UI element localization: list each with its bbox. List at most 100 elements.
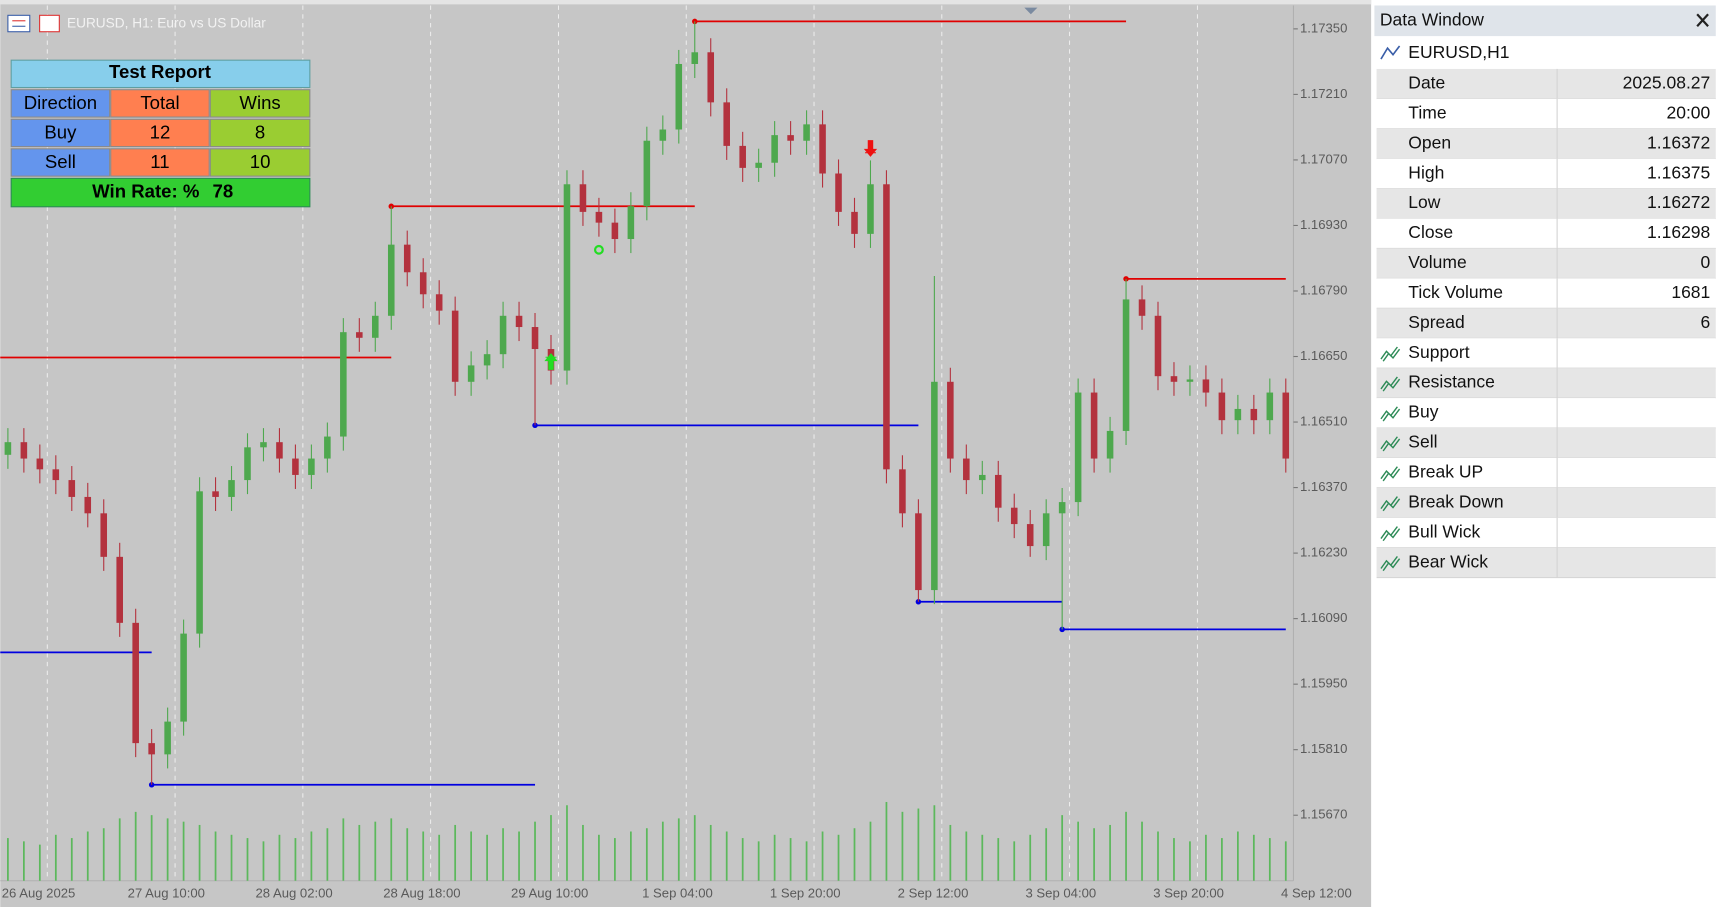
data-value: 0: [1701, 252, 1711, 272]
data-row: [1376, 248, 1716, 279]
candle-body: [1154, 315, 1162, 377]
y-tick-label: 1.15670: [1300, 807, 1347, 822]
candle-body: [899, 469, 906, 514]
data-row: [1376, 457, 1716, 488]
indicator-icon: [1380, 346, 1401, 362]
candles: [4, 21, 1290, 785]
candle-body: [100, 513, 108, 557]
data-window-title: Data Window: [1380, 9, 1484, 29]
candle-body: [292, 458, 299, 475]
data-row: [1376, 218, 1716, 249]
buy-arrow: [544, 353, 558, 370]
data-row: [1376, 308, 1716, 339]
data-row: [1376, 68, 1716, 99]
report-cell: [209, 148, 311, 177]
candle-body: [1090, 392, 1098, 459]
data-row: [1376, 398, 1716, 429]
candle-body: [1202, 379, 1210, 393]
data-row: [1376, 547, 1716, 578]
candle-body: [308, 458, 315, 475]
x-tick-label: 2 Sep 12:00: [898, 885, 969, 900]
candle-body: [132, 622, 139, 744]
data-row: [1376, 517, 1716, 548]
candle-body: [116, 556, 123, 623]
data-label: Time: [1408, 102, 1446, 122]
y-tick-label: 1.15810: [1300, 741, 1347, 756]
y-tick-label: 1.16510: [1300, 414, 1347, 429]
candle-body: [803, 124, 810, 141]
indicator-icon: [1380, 556, 1401, 572]
candle-body: [419, 272, 427, 295]
shift-marker[interactable]: [1024, 7, 1038, 15]
report-cell: [10, 89, 111, 118]
indicator-name: Bear Wick: [1408, 551, 1488, 571]
candle-body: [499, 315, 507, 355]
data-row: [1376, 278, 1716, 309]
candle-body: [1058, 502, 1066, 514]
sell-arrow: [863, 140, 878, 157]
data-window-header: [1374, 5, 1716, 37]
data-value: 1.16298: [1647, 222, 1710, 242]
candle-body: [1250, 408, 1258, 421]
data-label: High: [1408, 162, 1444, 182]
data-label: Close: [1408, 222, 1453, 242]
menu-icon[interactable]: [7, 14, 31, 33]
x-tick-label: 28 Aug 02:00: [255, 885, 332, 900]
candle-body: [260, 442, 267, 448]
candle-body: [324, 436, 331, 459]
candle-body: [931, 381, 938, 591]
candle-body: [755, 162, 762, 168]
report-cell: [209, 118, 311, 148]
data-value: 1.16375: [1647, 162, 1710, 182]
candle-body: [356, 332, 363, 338]
candle-body: [212, 491, 219, 497]
candle-body: [675, 63, 683, 130]
data-label: Spread: [1408, 312, 1464, 332]
data-value: 2025.08.27: [1623, 73, 1711, 93]
report-cell: [10, 118, 111, 148]
x-tick-label: 1 Sep 20:00: [770, 885, 841, 900]
candle-body: [739, 145, 746, 168]
report-header: Wins: [239, 92, 280, 113]
candle-body: [627, 206, 635, 240]
y-tick-label: 1.17210: [1300, 86, 1347, 101]
win-rate-label: Win Rate: %: [92, 180, 200, 201]
x-tick-label: 1 Sep 04:00: [642, 885, 713, 900]
data-window-symbol: EURUSD,H1: [1408, 42, 1509, 62]
report-cell: [10, 148, 111, 177]
candle-body: [36, 458, 44, 470]
candle-body: [979, 474, 986, 481]
report-title-cell: [10, 59, 311, 89]
candle-body: [387, 244, 395, 316]
candle-body: [372, 315, 379, 338]
indicator-name: Support: [1408, 342, 1469, 362]
chart-icon[interactable]: [39, 14, 60, 33]
candle-body: [1106, 430, 1114, 459]
report-title: Test Report: [109, 61, 211, 82]
candle-body: [1026, 524, 1034, 547]
y-tick-label: 1.16930: [1300, 217, 1347, 232]
y-tick-label: 1.15950: [1300, 676, 1347, 691]
data-value: 20:00: [1666, 102, 1710, 122]
candle-body: [1282, 392, 1290, 459]
candle-body: [835, 173, 842, 212]
win-rate-value: 78: [212, 180, 233, 201]
candle-body: [515, 315, 523, 328]
indicator-name: Bull Wick: [1408, 521, 1480, 541]
candle-body: [819, 124, 826, 174]
candle-body: [1042, 513, 1050, 547]
candle-body: [164, 721, 171, 755]
indicator-icon: [1380, 496, 1401, 512]
indicator-name: Break Down: [1408, 491, 1503, 511]
candle-body: [947, 381, 954, 459]
axes: 26 Aug 2025 27 Aug 10:00 28 Aug 02:00 28 Au…: [2, 20, 1352, 900]
data-label: Volume: [1408, 252, 1466, 272]
close-button[interactable]: [1696, 13, 1709, 27]
report-cell: [110, 118, 210, 148]
candle-body: [883, 184, 890, 470]
report-cell: [110, 89, 210, 118]
candle-body: [531, 327, 539, 350]
win-rate-cell: [10, 177, 311, 208]
report-header: Total: [140, 92, 179, 113]
candle-body: [659, 129, 667, 141]
